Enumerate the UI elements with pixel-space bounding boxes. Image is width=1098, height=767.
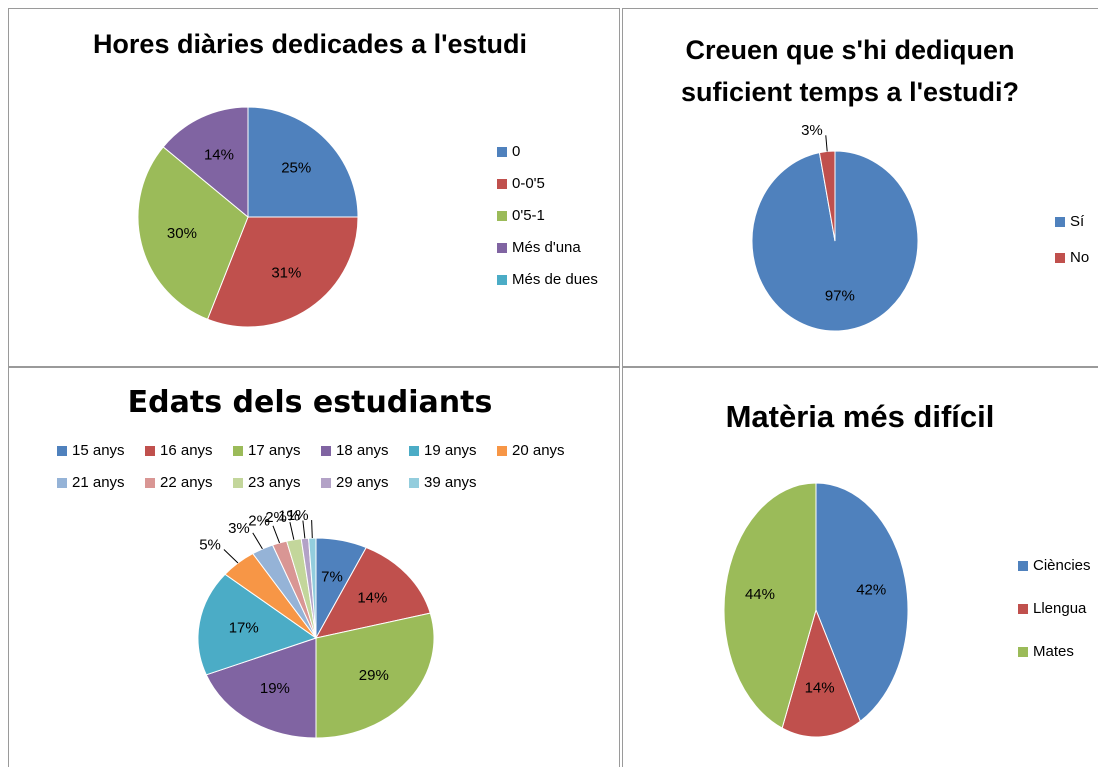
legend-label: Més de dues bbox=[512, 271, 598, 288]
legend-label: Llengua bbox=[1033, 600, 1087, 617]
chart-title: Hores diàries dedicades a l'estudi bbox=[92, 29, 528, 59]
legend-swatch bbox=[1018, 604, 1028, 614]
data-label: 30% bbox=[167, 225, 197, 242]
legend-label: 23 anys bbox=[248, 474, 301, 491]
data-label: 2% bbox=[265, 509, 287, 526]
pie-slice bbox=[162, 106, 249, 219]
legend-label: Més d'una bbox=[512, 239, 581, 256]
legend-swatch bbox=[321, 478, 331, 488]
data-label: 2% bbox=[248, 513, 270, 530]
data-label: 19% bbox=[260, 680, 290, 697]
legend-label: 39 anys bbox=[424, 474, 477, 491]
leader-line bbox=[302, 520, 306, 539]
pie-slice bbox=[723, 482, 817, 729]
legend-swatch bbox=[321, 446, 331, 456]
legend-label: 29 anys bbox=[336, 474, 389, 491]
legend-swatch bbox=[497, 179, 507, 189]
data-label: 29% bbox=[359, 667, 389, 684]
legend-label: 17 anys bbox=[248, 442, 301, 459]
data-label: 31% bbox=[271, 264, 301, 281]
legend-swatch bbox=[1055, 253, 1065, 263]
data-label: 44% bbox=[745, 586, 775, 603]
legend-swatch bbox=[409, 478, 419, 488]
legend-label: Ciències bbox=[1033, 557, 1091, 574]
leader-line bbox=[223, 549, 239, 564]
pie-slice bbox=[315, 612, 435, 739]
legend-label: 19 anys bbox=[424, 442, 477, 459]
data-label: 25% bbox=[281, 160, 311, 177]
legend-swatch bbox=[57, 446, 67, 456]
data-label: 14% bbox=[805, 680, 835, 697]
data-label: 3% bbox=[228, 520, 250, 537]
legend-label: 21 anys bbox=[72, 474, 125, 491]
legend-swatch bbox=[497, 211, 507, 221]
data-label: 14% bbox=[204, 146, 234, 163]
legend-label: Sí bbox=[1070, 213, 1085, 230]
legend-swatch bbox=[497, 275, 507, 285]
legend-swatch bbox=[1055, 217, 1065, 227]
legend-label: Mates bbox=[1033, 643, 1074, 660]
leader-line bbox=[825, 135, 828, 152]
legend-label: 18 anys bbox=[336, 442, 389, 459]
pie-slice bbox=[247, 106, 359, 218]
chart-title: Creuen que s'hi dediquen suficient temps… bbox=[681, 35, 1019, 107]
legend-label: 20 anys bbox=[512, 442, 565, 459]
legend-swatch bbox=[1018, 647, 1028, 657]
legend-swatch bbox=[497, 446, 507, 456]
pie-slice bbox=[815, 482, 909, 723]
pie-slice bbox=[205, 637, 317, 739]
pie-slice bbox=[197, 573, 318, 676]
data-label: 5% bbox=[199, 536, 221, 553]
leader-line bbox=[272, 525, 281, 544]
leader-line bbox=[252, 532, 263, 550]
data-label: 3% bbox=[801, 122, 823, 139]
data-label: 17% bbox=[229, 619, 259, 636]
legend-label: 0-0'5 bbox=[512, 175, 545, 192]
legend-swatch bbox=[145, 478, 155, 488]
pie-slice bbox=[206, 216, 359, 328]
data-label: 42% bbox=[856, 581, 886, 598]
leader-line bbox=[311, 520, 313, 539]
pie-slice bbox=[781, 608, 861, 738]
legend-label: 0'5-1 bbox=[512, 207, 545, 224]
legend-swatch bbox=[233, 446, 243, 456]
legend-label: 15 anys bbox=[72, 442, 125, 459]
data-label: 1% bbox=[278, 507, 300, 524]
legend-swatch bbox=[57, 478, 67, 488]
legend-label: 16 anys bbox=[160, 442, 213, 459]
legend-label: 0 bbox=[512, 143, 520, 160]
data-label: 14% bbox=[357, 589, 387, 606]
legend-swatch bbox=[1018, 561, 1028, 571]
legend-swatch bbox=[497, 243, 507, 253]
pie-slice bbox=[315, 546, 431, 639]
data-label: 97% bbox=[825, 288, 855, 305]
legend-swatch bbox=[409, 446, 419, 456]
data-label: 1% bbox=[287, 507, 309, 524]
chart-title: Edats dels estudiants bbox=[127, 385, 493, 420]
legend-label: 22 anys bbox=[160, 474, 213, 491]
legend-swatch bbox=[233, 478, 243, 488]
chart-title: Matèria més difícil bbox=[725, 399, 995, 434]
legend-label: No bbox=[1070, 249, 1089, 266]
pie-slice bbox=[137, 146, 249, 320]
legend-swatch bbox=[497, 147, 507, 157]
data-label: 7% bbox=[321, 568, 343, 585]
legend-swatch bbox=[145, 446, 155, 456]
leader-line bbox=[289, 521, 295, 540]
